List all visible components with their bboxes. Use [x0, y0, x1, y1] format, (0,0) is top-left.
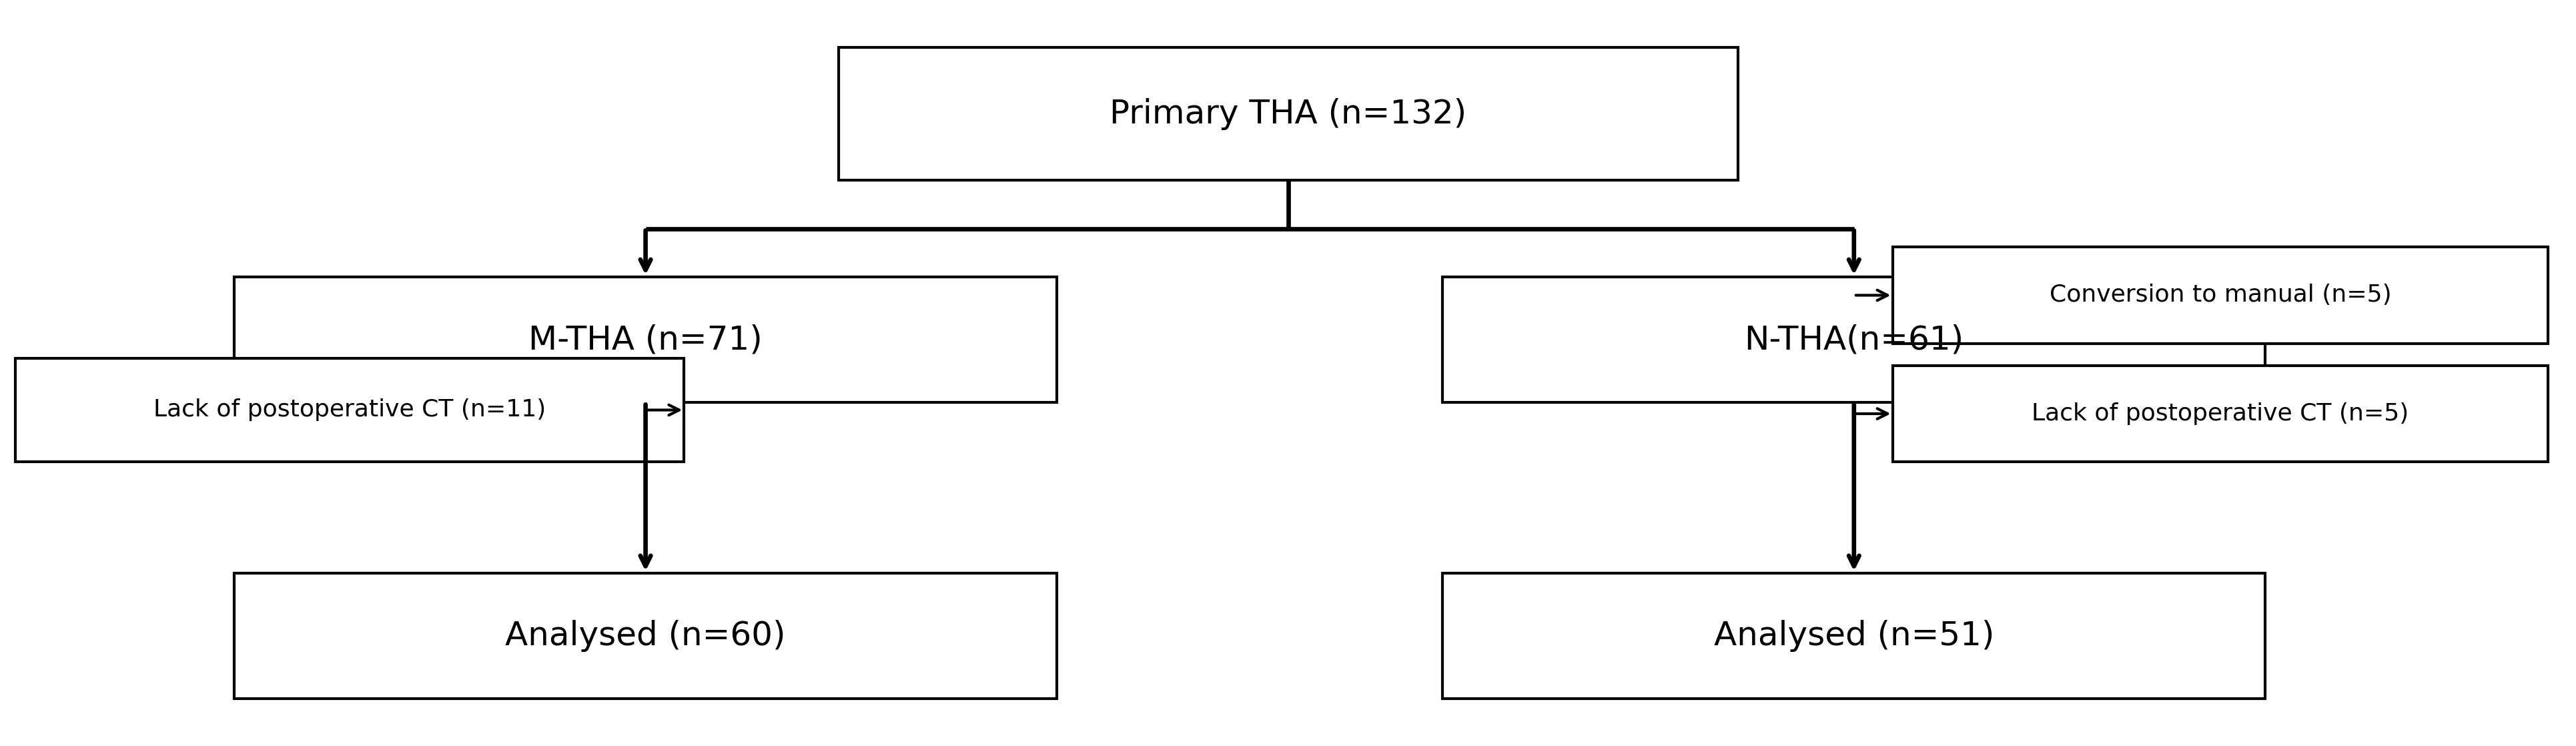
- FancyBboxPatch shape: [234, 277, 1056, 403]
- FancyBboxPatch shape: [1443, 573, 2264, 699]
- FancyBboxPatch shape: [1443, 277, 2264, 403]
- Text: Analysed (n=51): Analysed (n=51): [1713, 620, 1994, 652]
- FancyBboxPatch shape: [1891, 247, 2548, 343]
- Text: M-THA (n=71): M-THA (n=71): [528, 324, 762, 356]
- Text: Lack of postoperative CT (n=5): Lack of postoperative CT (n=5): [2032, 402, 2409, 425]
- FancyBboxPatch shape: [1891, 366, 2548, 462]
- Text: Analysed (n=60): Analysed (n=60): [505, 620, 786, 652]
- Text: Conversion to manual (n=5): Conversion to manual (n=5): [2048, 284, 2391, 307]
- FancyBboxPatch shape: [837, 47, 1739, 181]
- Text: Primary THA (n=132): Primary THA (n=132): [1110, 98, 1466, 130]
- Text: N-THA(n=61): N-THA(n=61): [1744, 324, 1963, 356]
- Text: Lack of postoperative CT (n=11): Lack of postoperative CT (n=11): [155, 398, 546, 421]
- FancyBboxPatch shape: [15, 358, 685, 462]
- FancyBboxPatch shape: [234, 573, 1056, 699]
